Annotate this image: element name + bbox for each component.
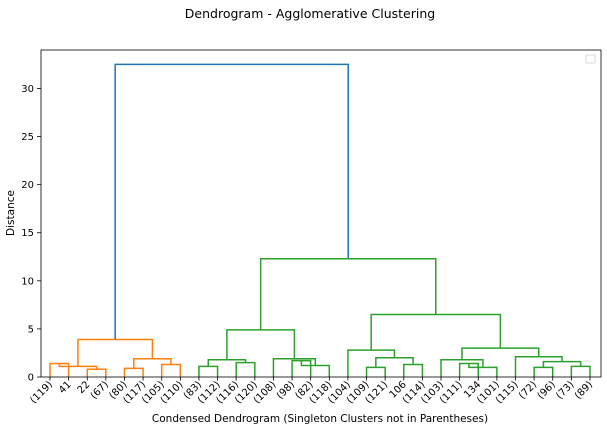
leaf-label: 41 [57, 379, 74, 396]
dendrogram-link [235, 361, 256, 377]
y-tick-label: 0 [28, 373, 34, 384]
y-tick-label: 20 [21, 180, 34, 191]
y-tick-label: 10 [21, 276, 34, 287]
dendrogram-link [440, 358, 484, 377]
dendrogram-link [114, 63, 349, 340]
empty-legend [585, 54, 596, 64]
leaf-label: (96) [536, 379, 558, 401]
dendrogram-link [347, 349, 396, 377]
y-axis-label: Distance [5, 190, 17, 236]
chart-title: Dendrogram - Agglomerative Clustering [185, 6, 435, 21]
dendrogram-link [226, 329, 296, 360]
leaf-label: (89) [573, 379, 595, 401]
dendrogram-links [49, 63, 591, 377]
dendrogram-link [514, 356, 563, 377]
dendrogram-link [375, 357, 414, 368]
y-tick-label: 5 [28, 324, 34, 335]
y-tick-label: 25 [21, 132, 34, 143]
dendrogram-link [160, 363, 182, 377]
dendrogram-link [403, 363, 424, 377]
x-axis-label: Condensed Dendrogram (Singleton Clusters… [152, 413, 488, 425]
dendrogram-link [133, 357, 172, 369]
leaf-label: (67) [89, 379, 111, 401]
dendrogram-link [365, 366, 386, 377]
leaf-label: (72) [517, 379, 539, 401]
y-axis: 0 5 10 15 20 25 30 [21, 84, 41, 384]
dendrogram-link [77, 338, 154, 367]
dendrogram-link [272, 357, 317, 377]
dendrogram-link [570, 365, 591, 377]
dendrogram-link [123, 367, 144, 377]
dendrogram-link [58, 363, 98, 370]
dendrogram-link [198, 365, 219, 377]
leaf-label: (98) [275, 379, 297, 401]
leaf-label: (73) [554, 379, 576, 401]
dendrogram-link [461, 347, 540, 360]
dendrogram-link [300, 360, 331, 377]
dendrogram-link [49, 362, 70, 377]
dendrogram-link [542, 360, 582, 368]
plot-frame [40, 49, 602, 378]
dendrogram-link [259, 257, 437, 330]
dendrogram-link [370, 313, 502, 351]
dendrogram-link [533, 366, 554, 377]
leaf-labels: (119) 41 22(67)(80)(117)(105)(110)(83)(112… [28, 377, 595, 406]
y-tick-label: 30 [21, 84, 34, 95]
dendrogram-link [86, 368, 107, 377]
y-tick-label: 15 [21, 228, 34, 239]
dendrogram-link [458, 362, 480, 377]
